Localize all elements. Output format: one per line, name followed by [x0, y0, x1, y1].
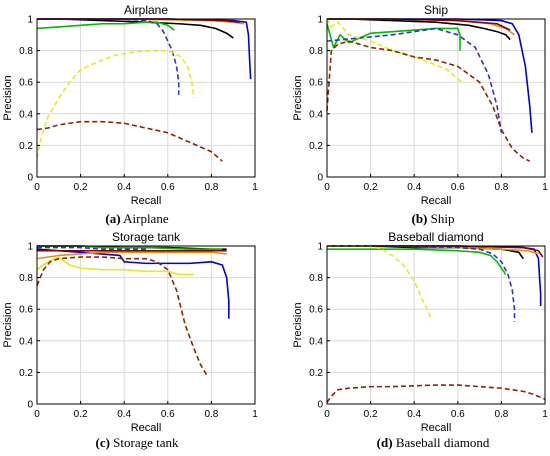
y-axis-label: Precision	[2, 75, 14, 120]
y-tick-label: 0.8	[19, 273, 33, 284]
y-tick-label: 0.2	[309, 141, 323, 152]
y-tick-label: 1	[27, 15, 33, 26]
x-tick-label: 0	[324, 182, 330, 193]
x-tick-label: 0.6	[451, 409, 465, 420]
series-line	[326, 384, 546, 403]
series-line	[36, 256, 194, 276]
panel-4: 0 0.2 0.4 0.6 0.8 1 0 0.2 0.4 0.6 0.8 1 Baseball dia…	[292, 230, 548, 450]
x-tick-label: 0.4	[407, 182, 421, 193]
panel-1: 0 0.2 0.4 0.6 0.8 1 0 0.2 0.4 0.6 0.8 1 Airplane Reca…	[2, 3, 258, 226]
series-line	[36, 248, 230, 319]
x-tick-label: 0.4	[117, 182, 131, 193]
x-tick-label: 0.2	[364, 409, 378, 420]
series-line	[36, 256, 208, 376]
plot-frame	[326, 18, 546, 178]
x-tick-label: 1	[252, 409, 258, 420]
x-axis-label: Recall	[131, 195, 162, 207]
x-axis-label: Recall	[131, 422, 162, 434]
x-tick-label: 0.8	[204, 182, 218, 193]
y-axis-label: Precision	[292, 75, 304, 120]
panel-caption: (b) Ship	[412, 211, 455, 226]
x-tick-label: 1	[252, 182, 258, 193]
panel-2: 0 0.2 0.4 0.6 0.8 1 0 0.2 0.4 0.6 0.8 1 Ship Recall Pr…	[292, 3, 548, 226]
y-tick-label: 1	[317, 242, 323, 253]
series-line	[36, 49, 195, 159]
x-axis-label: Recall	[421, 422, 452, 434]
y-tick-label: 0.6	[309, 305, 323, 316]
y-tick-label: 0.4	[309, 336, 323, 347]
x-tick-label: 0.2	[74, 409, 88, 420]
y-axis-label: Precision	[292, 302, 304, 347]
y-tick-label: 0.6	[309, 78, 323, 89]
y-axis-label: Precision	[2, 302, 14, 347]
y-tick-label: 1	[27, 242, 33, 253]
caption-tag: (d)	[377, 435, 393, 450]
y-tick-label: 0	[317, 173, 323, 184]
plot-frame	[36, 18, 256, 178]
series-line	[326, 18, 463, 83]
chart-title: Airplane	[124, 3, 168, 17]
x-tick-label: 0.6	[161, 182, 175, 193]
chart-title: Ship	[424, 3, 448, 17]
y-tick-label: 0	[27, 400, 33, 411]
caption-text: Baseball diamond	[396, 435, 490, 450]
caption-tag: (a)	[105, 211, 120, 226]
x-tick-label: 1	[542, 182, 548, 193]
y-tick-label: 0.4	[309, 109, 323, 120]
panel-caption: (c) Storage tank	[95, 435, 179, 450]
series-line	[326, 40, 531, 162]
panel-caption: (d) Baseball diamond	[377, 435, 490, 450]
y-tick-label: 0	[317, 400, 323, 411]
y-tick-label: 0.4	[19, 336, 33, 347]
y-tick-label: 0.4	[19, 109, 33, 120]
chart-title: Storage tank	[112, 230, 181, 244]
x-tick-label: 0.6	[451, 182, 465, 193]
y-tick-label: 0.6	[19, 78, 33, 89]
y-tick-label: 1	[317, 15, 323, 26]
x-tick-label: 0	[324, 409, 330, 420]
caption-tag: (c)	[95, 435, 109, 450]
y-tick-label: 0.8	[309, 46, 323, 57]
caption-text: Storage tank	[113, 435, 179, 450]
x-tick-label: 1	[542, 409, 548, 420]
y-tick-label: 0.8	[19, 46, 33, 57]
caption-tag: (b)	[412, 211, 428, 226]
x-tick-label: 0	[34, 182, 40, 193]
y-tick-label: 0.2	[19, 141, 33, 152]
plot-area	[37, 246, 255, 404]
plot-area	[37, 19, 255, 177]
series-line	[37, 246, 146, 250]
x-tick-label: 0.2	[74, 182, 88, 193]
x-tick-label: 0	[34, 409, 40, 420]
plot-area	[327, 246, 545, 404]
series-line	[326, 23, 461, 51]
y-tick-label: 0.8	[309, 273, 323, 284]
plot-frame	[36, 245, 256, 405]
series-line	[326, 27, 503, 133]
chart-title: Baseball diamond	[388, 230, 483, 244]
x-tick-label: 0.2	[364, 182, 378, 193]
y-tick-label: 0.2	[19, 368, 33, 379]
panel-caption: (a) Airplane	[105, 211, 168, 226]
panel-3: 0 0.2 0.4 0.6 0.8 1 0 0.2 0.4 0.6 0.8 1 Storage tank…	[2, 230, 258, 450]
series-line	[36, 21, 175, 31]
x-tick-label: 0.8	[494, 182, 508, 193]
caption-text: Ship	[431, 211, 455, 226]
x-tick-label: 0.8	[494, 409, 508, 420]
y-tick-label: 0.2	[309, 368, 323, 379]
y-tick-label: 0.6	[19, 305, 33, 316]
y-tick-label: 0	[27, 173, 33, 184]
x-tick-label: 0.8	[204, 409, 218, 420]
series-line	[36, 120, 223, 162]
x-axis-label: Recall	[421, 195, 452, 207]
series-line	[327, 248, 507, 275]
x-tick-label: 0.4	[407, 409, 421, 420]
x-tick-label: 0.6	[161, 409, 175, 420]
caption-text: Airplane	[123, 211, 169, 226]
series-line	[36, 251, 227, 260]
plot-area	[327, 19, 545, 177]
plot-frame	[326, 245, 546, 405]
x-tick-label: 0.4	[117, 409, 131, 420]
